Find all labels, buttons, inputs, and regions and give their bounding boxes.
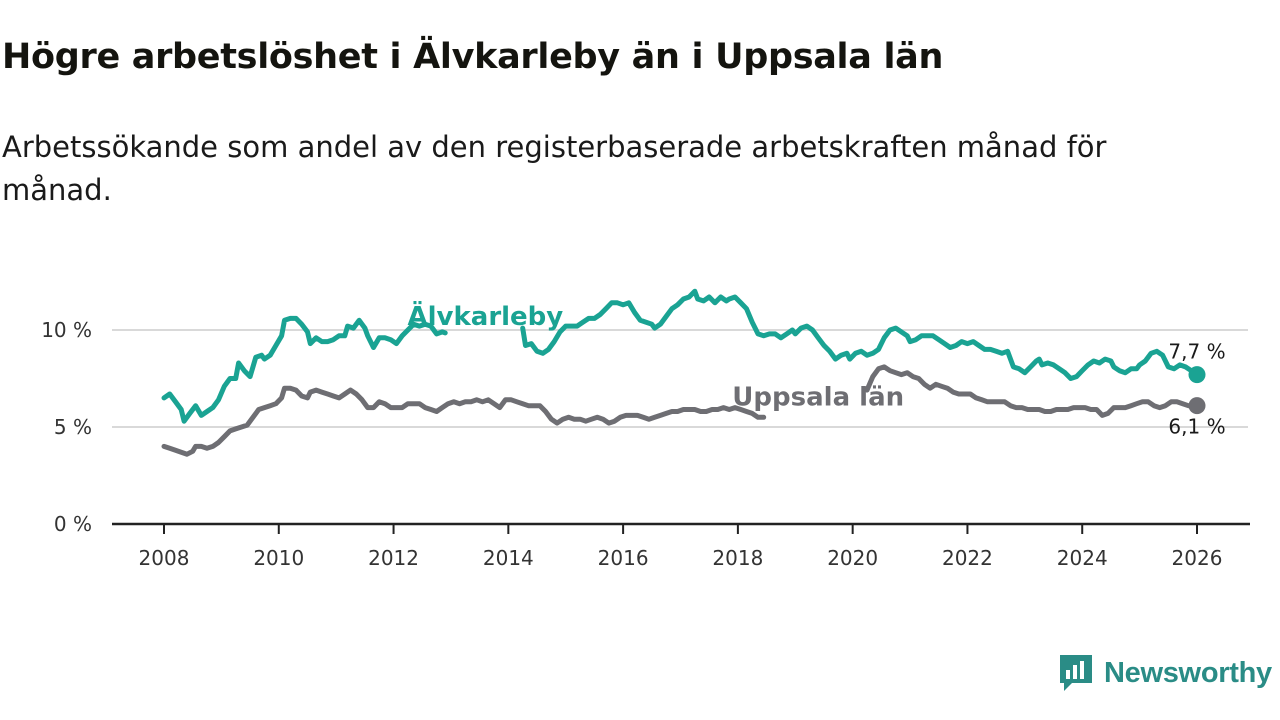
x-tick-label: 2008 (139, 546, 190, 570)
alvkarleby-series-label: Älvkarleby (408, 300, 564, 332)
x-tick-label: 2014 (483, 546, 534, 570)
x-tick-label: 2022 (942, 546, 993, 570)
newsworthy-logo: Newsworthy (1058, 652, 1272, 694)
uppsala-line-segment (864, 364, 1200, 418)
y-tick-label: 5 % (54, 415, 92, 439)
brand-name: Newsworthy (1104, 656, 1272, 689)
gridlines (112, 329, 1248, 428)
series-labels: 6,1 % 7,7 % Älvkarleby Uppsala län (408, 300, 1226, 439)
x-tick-label: 2020 (827, 546, 878, 570)
newsworthy-icon (1060, 655, 1092, 691)
uppsala-series-label: Uppsala län (732, 383, 904, 413)
y-tick-label: 10 % (41, 318, 92, 342)
chart-subtitle: Arbetssökande som andel av den registerb… (2, 130, 1107, 207)
y-tick-label: 0 % (54, 512, 92, 536)
y-axis-ticks: 0 % 5 % 10 % (41, 318, 92, 536)
x-tick-label: 2018 (712, 546, 763, 570)
uppsala-end-value: 6,1 % (1168, 415, 1225, 439)
uppsala-line-segment (161, 385, 767, 457)
x-tick-label: 2026 (1172, 546, 1223, 570)
series-lines (161, 288, 1206, 457)
x-tick-label: 2016 (598, 546, 649, 570)
x-axis: 2008 2010 2012 2014 2016 2018 2020 2022 2024 2026 (112, 522, 1250, 570)
uppsala-end-marker (1188, 397, 1206, 415)
alvkarleby-end-marker (1188, 366, 1206, 384)
x-tick-label: 2012 (368, 546, 419, 570)
x-tick-label: 2024 (1057, 546, 1108, 570)
x-tick-label: 2010 (253, 546, 304, 570)
alvkarleby-line-segment (161, 315, 448, 424)
chart-title: Högre arbetslöshet i Älvkarleby än i Upp… (2, 37, 944, 77)
alvkarleby-line-segment (520, 288, 1200, 381)
alvkarleby-end-value: 7,7 % (1168, 340, 1225, 364)
